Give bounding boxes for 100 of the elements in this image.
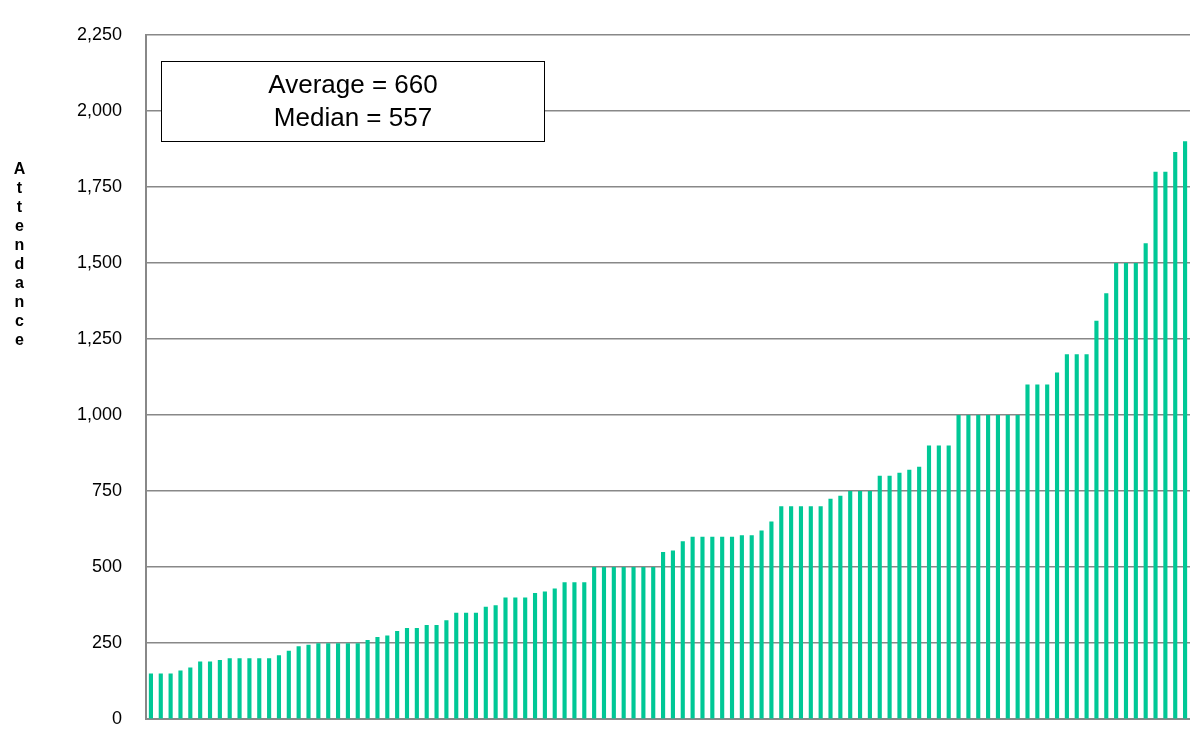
bar bbox=[375, 637, 380, 719]
y-tick-label: 0 bbox=[111, 708, 122, 729]
bar bbox=[956, 415, 961, 719]
bar bbox=[532, 592, 538, 719]
bar bbox=[1143, 243, 1148, 719]
y-tick-label: 1,000 bbox=[76, 403, 122, 424]
note-box: Average = 660 Median = 557 bbox=[161, 61, 545, 142]
bar bbox=[424, 624, 429, 719]
bar bbox=[1104, 293, 1109, 719]
y-tick-label: 250 bbox=[91, 632, 122, 653]
bar bbox=[503, 597, 508, 719]
bar bbox=[1015, 415, 1020, 719]
bar bbox=[473, 612, 479, 719]
bar bbox=[867, 491, 872, 719]
y-tick-label: 2,000 bbox=[76, 99, 122, 120]
bar bbox=[1173, 151, 1178, 719]
bar bbox=[1114, 262, 1119, 719]
y-tick-label: 1,750 bbox=[76, 175, 122, 196]
bar bbox=[995, 415, 1001, 719]
bar bbox=[296, 646, 301, 719]
bar bbox=[976, 415, 981, 719]
bar bbox=[207, 661, 213, 719]
bar bbox=[178, 670, 183, 719]
bar bbox=[572, 582, 577, 719]
bar bbox=[355, 643, 360, 719]
bar bbox=[1064, 354, 1069, 719]
bar bbox=[158, 673, 163, 719]
bar bbox=[729, 536, 735, 719]
bar bbox=[306, 644, 311, 719]
bar bbox=[316, 643, 321, 719]
y-tick-label: 750 bbox=[91, 480, 122, 501]
bar bbox=[523, 597, 528, 719]
bar bbox=[779, 506, 784, 719]
bar bbox=[1133, 262, 1138, 719]
bar bbox=[1123, 262, 1129, 719]
y-tick-label: 500 bbox=[91, 556, 122, 577]
bar bbox=[454, 612, 459, 719]
bar bbox=[966, 415, 971, 719]
bar bbox=[326, 643, 331, 719]
bar bbox=[345, 643, 350, 719]
annotation: Average = 660 bbox=[267, 68, 439, 101]
bar bbox=[621, 567, 626, 719]
bar bbox=[848, 491, 853, 719]
bar bbox=[267, 658, 272, 719]
bar bbox=[385, 635, 390, 719]
bar bbox=[641, 567, 646, 719]
bar bbox=[168, 673, 173, 719]
bar bbox=[395, 630, 400, 719]
bar bbox=[237, 658, 242, 719]
bar bbox=[1183, 141, 1188, 719]
bar bbox=[552, 588, 557, 719]
bar bbox=[464, 612, 469, 719]
bar bbox=[217, 659, 222, 719]
bar bbox=[759, 530, 764, 719]
bar bbox=[483, 606, 488, 719]
bar bbox=[828, 498, 833, 719]
bar bbox=[1074, 354, 1079, 719]
bar bbox=[335, 643, 341, 719]
bar bbox=[542, 591, 547, 719]
bar bbox=[414, 627, 419, 719]
bar bbox=[631, 567, 636, 719]
bar bbox=[198, 661, 203, 719]
bar bbox=[1035, 384, 1040, 719]
bar bbox=[1005, 415, 1010, 719]
bar bbox=[680, 541, 685, 719]
bar bbox=[749, 535, 754, 719]
bar bbox=[286, 650, 291, 719]
bar bbox=[690, 536, 695, 719]
bar bbox=[798, 506, 804, 719]
bar bbox=[365, 640, 370, 719]
bar bbox=[1025, 384, 1030, 719]
bar bbox=[1094, 320, 1099, 719]
bar bbox=[513, 597, 518, 719]
bar bbox=[808, 506, 813, 719]
bar bbox=[917, 466, 922, 719]
bar bbox=[887, 475, 892, 719]
bar bbox=[276, 655, 282, 719]
bar bbox=[661, 551, 666, 719]
bar bbox=[651, 567, 656, 719]
bar bbox=[592, 567, 597, 719]
bar bbox=[562, 582, 567, 719]
bar bbox=[404, 627, 410, 719]
bar bbox=[670, 550, 675, 719]
y-tick-label: 1,500 bbox=[76, 251, 122, 272]
bar bbox=[877, 475, 882, 719]
y-axis-title: Attendance bbox=[10, 160, 29, 350]
y-tick-label: 1,250 bbox=[76, 327, 122, 348]
bar bbox=[986, 415, 991, 719]
bar bbox=[582, 582, 587, 719]
bar bbox=[1153, 171, 1158, 719]
bar bbox=[1163, 171, 1168, 719]
bar bbox=[907, 469, 912, 719]
bar bbox=[444, 620, 449, 719]
bar bbox=[789, 506, 794, 719]
bar bbox=[838, 495, 843, 719]
bar bbox=[710, 536, 715, 719]
bar bbox=[1054, 372, 1060, 719]
bar bbox=[857, 491, 863, 719]
bar bbox=[148, 673, 153, 719]
bar bbox=[227, 658, 232, 719]
